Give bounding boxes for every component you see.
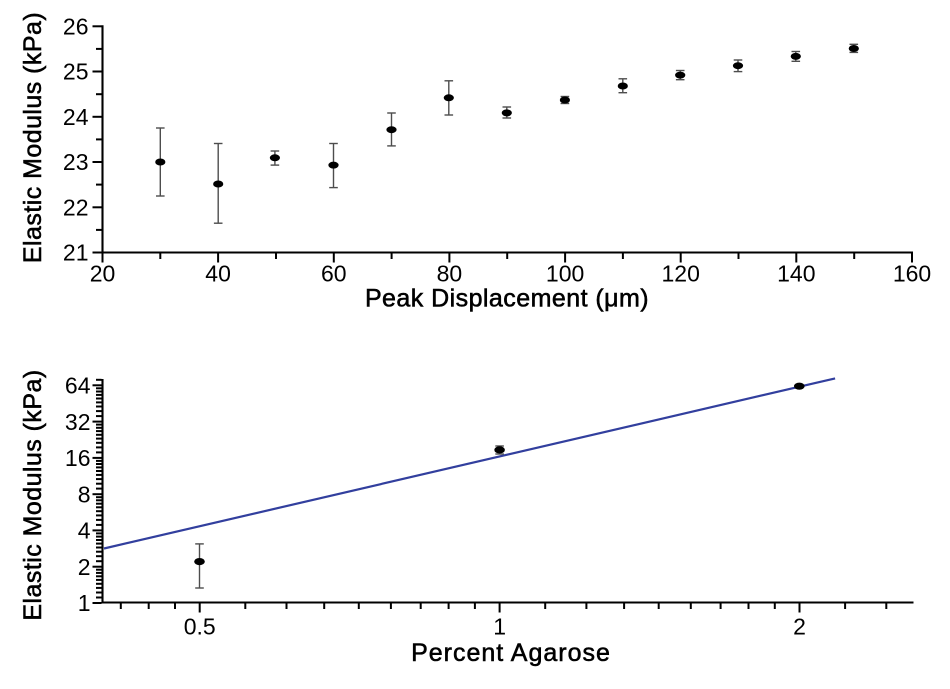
svg-text:Elastic Modulus (kPa): Elastic Modulus (kPa)	[19, 369, 47, 620]
svg-text:16: 16	[65, 445, 91, 471]
svg-text:8: 8	[78, 481, 91, 507]
svg-text:23: 23	[63, 149, 89, 175]
svg-text:1: 1	[78, 590, 91, 616]
svg-text:2: 2	[793, 614, 806, 640]
svg-text:80: 80	[437, 261, 463, 287]
svg-text:0.5: 0.5	[184, 614, 216, 640]
svg-text:2: 2	[78, 554, 91, 580]
svg-text:140: 140	[777, 261, 815, 287]
svg-text:Percent Agarose: Percent Agarose	[411, 639, 611, 667]
svg-text:120: 120	[662, 261, 700, 287]
svg-text:26: 26	[63, 14, 89, 40]
svg-text:24: 24	[63, 104, 89, 130]
svg-text:25: 25	[63, 59, 89, 85]
svg-text:Elastic Modulus (kPa): Elastic Modulus (kPa)	[19, 12, 47, 263]
svg-text:4: 4	[78, 518, 91, 544]
svg-text:160: 160	[893, 261, 931, 287]
svg-text:22: 22	[63, 195, 89, 221]
svg-text:40: 40	[205, 261, 231, 287]
svg-text:Peak Displacement (μm): Peak Displacement (μm)	[365, 285, 649, 313]
svg-text:60: 60	[321, 261, 347, 287]
svg-text:20: 20	[90, 261, 116, 287]
svg-text:100: 100	[546, 261, 584, 287]
svg-text:21: 21	[63, 240, 89, 266]
svg-text:1: 1	[493, 614, 506, 640]
svg-text:32: 32	[65, 409, 91, 435]
svg-text:64: 64	[65, 373, 91, 399]
